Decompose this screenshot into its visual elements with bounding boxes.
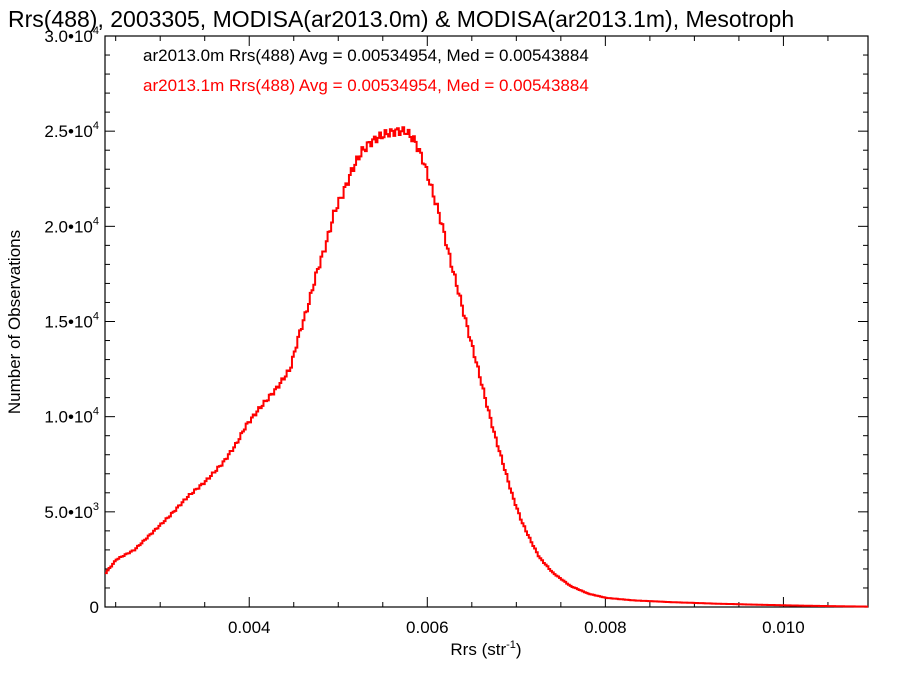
x-axis-label-text: Rrs (str <box>450 640 506 659</box>
annotation-ar2013-0m: ar2013.0m Rrs(488) Avg = 0.00534954, Med… <box>143 46 589 65</box>
y-tick-label: 3.0•104 <box>44 25 99 46</box>
y-axis-label: Number of Observations <box>5 230 24 414</box>
y-tick-mantissa: 2.5•10 <box>44 122 93 141</box>
series-line-ar2013-1m <box>105 126 869 608</box>
x-tick-label: 0.010 <box>762 618 805 637</box>
x-tick-label: 0.006 <box>406 618 449 637</box>
annotation-ar2013-1m: ar2013.1m Rrs(488) Avg = 0.00534954, Med… <box>143 76 589 95</box>
chart-title: Rrs(488), 2003305, MODISA(ar2013.0m) & M… <box>8 6 794 32</box>
y-tick-label: 5.0•103 <box>44 501 99 522</box>
x-axis-label: Rrs (str-1) <box>450 639 521 659</box>
y-tick-label: 1.5•104 <box>44 311 99 332</box>
y-tick-mantissa: 1.5•10 <box>44 313 93 332</box>
plot-frame <box>104 35 869 608</box>
x-axis: 0.004 0.006 0.008 0.010 <box>115 36 829 637</box>
x-axis-label-superscript: -1 <box>506 639 516 651</box>
y-tick-exponent: 4 <box>93 25 99 37</box>
y-tick-label: 0 <box>90 598 99 617</box>
x-tick-label: 0.008 <box>584 618 627 637</box>
y-tick-mantissa: 2.0•10 <box>44 217 93 236</box>
y-tick-mantissa: 3.0•10 <box>44 27 93 46</box>
y-tick-exponent: 4 <box>93 406 99 418</box>
x-axis-label-end: ) <box>516 640 522 659</box>
y-tick-exponent: 4 <box>93 120 99 132</box>
y-tick-exponent: 3 <box>93 501 99 513</box>
y-tick-mantissa: 5.0•10 <box>44 503 93 522</box>
y-tick-mantissa: 1.0•10 <box>44 408 93 427</box>
y-tick-label: 2.5•104 <box>44 120 99 141</box>
y-tick-exponent: 4 <box>93 215 99 227</box>
y-tick-exponent: 4 <box>93 311 99 323</box>
y-tick-label: 2.0•104 <box>44 215 99 236</box>
x-tick-label: 0.004 <box>228 618 271 637</box>
y-tick-label: 1.0•104 <box>44 406 99 427</box>
y-tick-mantissa: 0 <box>90 598 99 617</box>
y-axis: 05.0•1031.0•1041.5•1042.0•1042.5•1043.0•… <box>44 25 868 617</box>
